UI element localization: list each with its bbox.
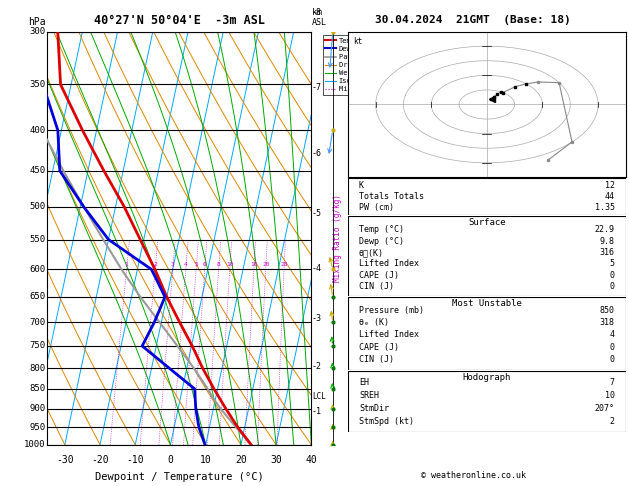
Text: CAPE (J): CAPE (J) <box>359 271 399 280</box>
Text: Lifted Index: Lifted Index <box>359 260 419 268</box>
Text: 700: 700 <box>30 318 46 327</box>
Text: CIN (J): CIN (J) <box>359 355 394 364</box>
Text: 28: 28 <box>281 262 288 267</box>
Text: StmDir: StmDir <box>359 404 389 413</box>
Text: -30: -30 <box>56 455 74 465</box>
Text: Temp (°C): Temp (°C) <box>359 226 404 234</box>
Text: Pressure (mb): Pressure (mb) <box>359 306 424 315</box>
Text: 10: 10 <box>604 391 615 400</box>
Text: 850: 850 <box>30 384 46 394</box>
Text: Surface: Surface <box>468 218 506 227</box>
Text: Lifted Index: Lifted Index <box>359 330 419 340</box>
Text: 318: 318 <box>599 318 615 327</box>
Text: 300: 300 <box>30 27 46 36</box>
Text: 4: 4 <box>184 262 187 267</box>
Text: θᴇ(K): θᴇ(K) <box>359 248 384 257</box>
Text: Totals Totals: Totals Totals <box>359 192 424 201</box>
Text: 650: 650 <box>30 293 46 301</box>
Text: 1000: 1000 <box>25 440 46 449</box>
Text: 8: 8 <box>217 262 221 267</box>
Text: Most Unstable: Most Unstable <box>452 299 522 308</box>
Legend: Temperature, Dewpoint, Parcel Trajectory, Dry Adiabat, Wet Adiabat, Isotherm, Mi: Temperature, Dewpoint, Parcel Trajectory… <box>323 35 413 95</box>
Text: 1.35: 1.35 <box>595 203 615 212</box>
Text: 950: 950 <box>30 423 46 432</box>
Text: LCL: LCL <box>312 392 326 401</box>
Text: 40: 40 <box>306 455 317 465</box>
Text: 850: 850 <box>599 306 615 315</box>
Text: 6: 6 <box>203 262 206 267</box>
Text: © weatheronline.co.uk: © weatheronline.co.uk <box>421 471 526 480</box>
Text: 44: 44 <box>604 192 615 201</box>
Text: 5: 5 <box>194 262 198 267</box>
Text: hPa: hPa <box>28 17 46 27</box>
Text: 20: 20 <box>262 262 269 267</box>
Text: 10: 10 <box>226 262 233 267</box>
Text: 900: 900 <box>30 404 46 413</box>
Text: Dewp (°C): Dewp (°C) <box>359 237 404 246</box>
Text: 0: 0 <box>610 271 615 280</box>
Text: 207°: 207° <box>595 404 615 413</box>
Text: 3: 3 <box>171 262 175 267</box>
Text: 0: 0 <box>167 455 174 465</box>
Text: 12: 12 <box>604 181 615 190</box>
Text: -6: -6 <box>312 149 322 158</box>
Text: 7: 7 <box>610 378 615 387</box>
Text: 40°27'N 50°04'E  -3m ASL: 40°27'N 50°04'E -3m ASL <box>94 14 265 27</box>
Text: -2: -2 <box>312 362 322 371</box>
Text: 750: 750 <box>30 342 46 350</box>
Text: θₑ (K): θₑ (K) <box>359 318 389 327</box>
Text: 0: 0 <box>610 282 615 291</box>
Text: 1: 1 <box>125 262 128 267</box>
Text: -20: -20 <box>91 455 109 465</box>
Text: CIN (J): CIN (J) <box>359 282 394 291</box>
Text: Hodograph: Hodograph <box>463 373 511 382</box>
Text: K: K <box>359 181 364 190</box>
Text: 350: 350 <box>30 80 46 89</box>
Text: -8: -8 <box>312 8 322 17</box>
Text: 2: 2 <box>610 417 615 426</box>
Text: -3: -3 <box>312 314 322 323</box>
Text: 10: 10 <box>200 455 211 465</box>
Text: 316: 316 <box>599 248 615 257</box>
Text: EH: EH <box>359 378 369 387</box>
Text: -4: -4 <box>312 264 322 273</box>
Text: 600: 600 <box>30 265 46 274</box>
Text: 500: 500 <box>30 202 46 211</box>
Text: PW (cm): PW (cm) <box>359 203 394 212</box>
Text: 22.9: 22.9 <box>595 226 615 234</box>
Text: km
ASL: km ASL <box>312 8 327 27</box>
Text: 30: 30 <box>270 455 282 465</box>
Text: 30.04.2024  21GMT  (Base: 18): 30.04.2024 21GMT (Base: 18) <box>376 16 571 25</box>
Text: Dewpoint / Temperature (°C): Dewpoint / Temperature (°C) <box>95 471 264 482</box>
Text: 9.8: 9.8 <box>599 237 615 246</box>
Text: -7: -7 <box>312 83 322 92</box>
Text: 450: 450 <box>30 166 46 175</box>
Text: 800: 800 <box>30 364 46 373</box>
Text: 5: 5 <box>610 260 615 268</box>
Text: 20: 20 <box>235 455 247 465</box>
Text: 4: 4 <box>610 330 615 340</box>
Text: CAPE (J): CAPE (J) <box>359 343 399 352</box>
Text: 550: 550 <box>30 235 46 244</box>
Text: SREH: SREH <box>359 391 379 400</box>
Text: 2: 2 <box>153 262 157 267</box>
Text: 400: 400 <box>30 126 46 135</box>
Text: -10: -10 <box>126 455 144 465</box>
Text: -5: -5 <box>312 209 322 218</box>
Text: 16: 16 <box>250 262 258 267</box>
Text: kt: kt <box>353 37 363 47</box>
Text: Mixing Ratio (g/kg): Mixing Ratio (g/kg) <box>333 194 342 282</box>
Text: -1: -1 <box>312 407 322 416</box>
Text: 0: 0 <box>610 343 615 352</box>
Text: 0: 0 <box>610 355 615 364</box>
Text: StmSpd (kt): StmSpd (kt) <box>359 417 414 426</box>
